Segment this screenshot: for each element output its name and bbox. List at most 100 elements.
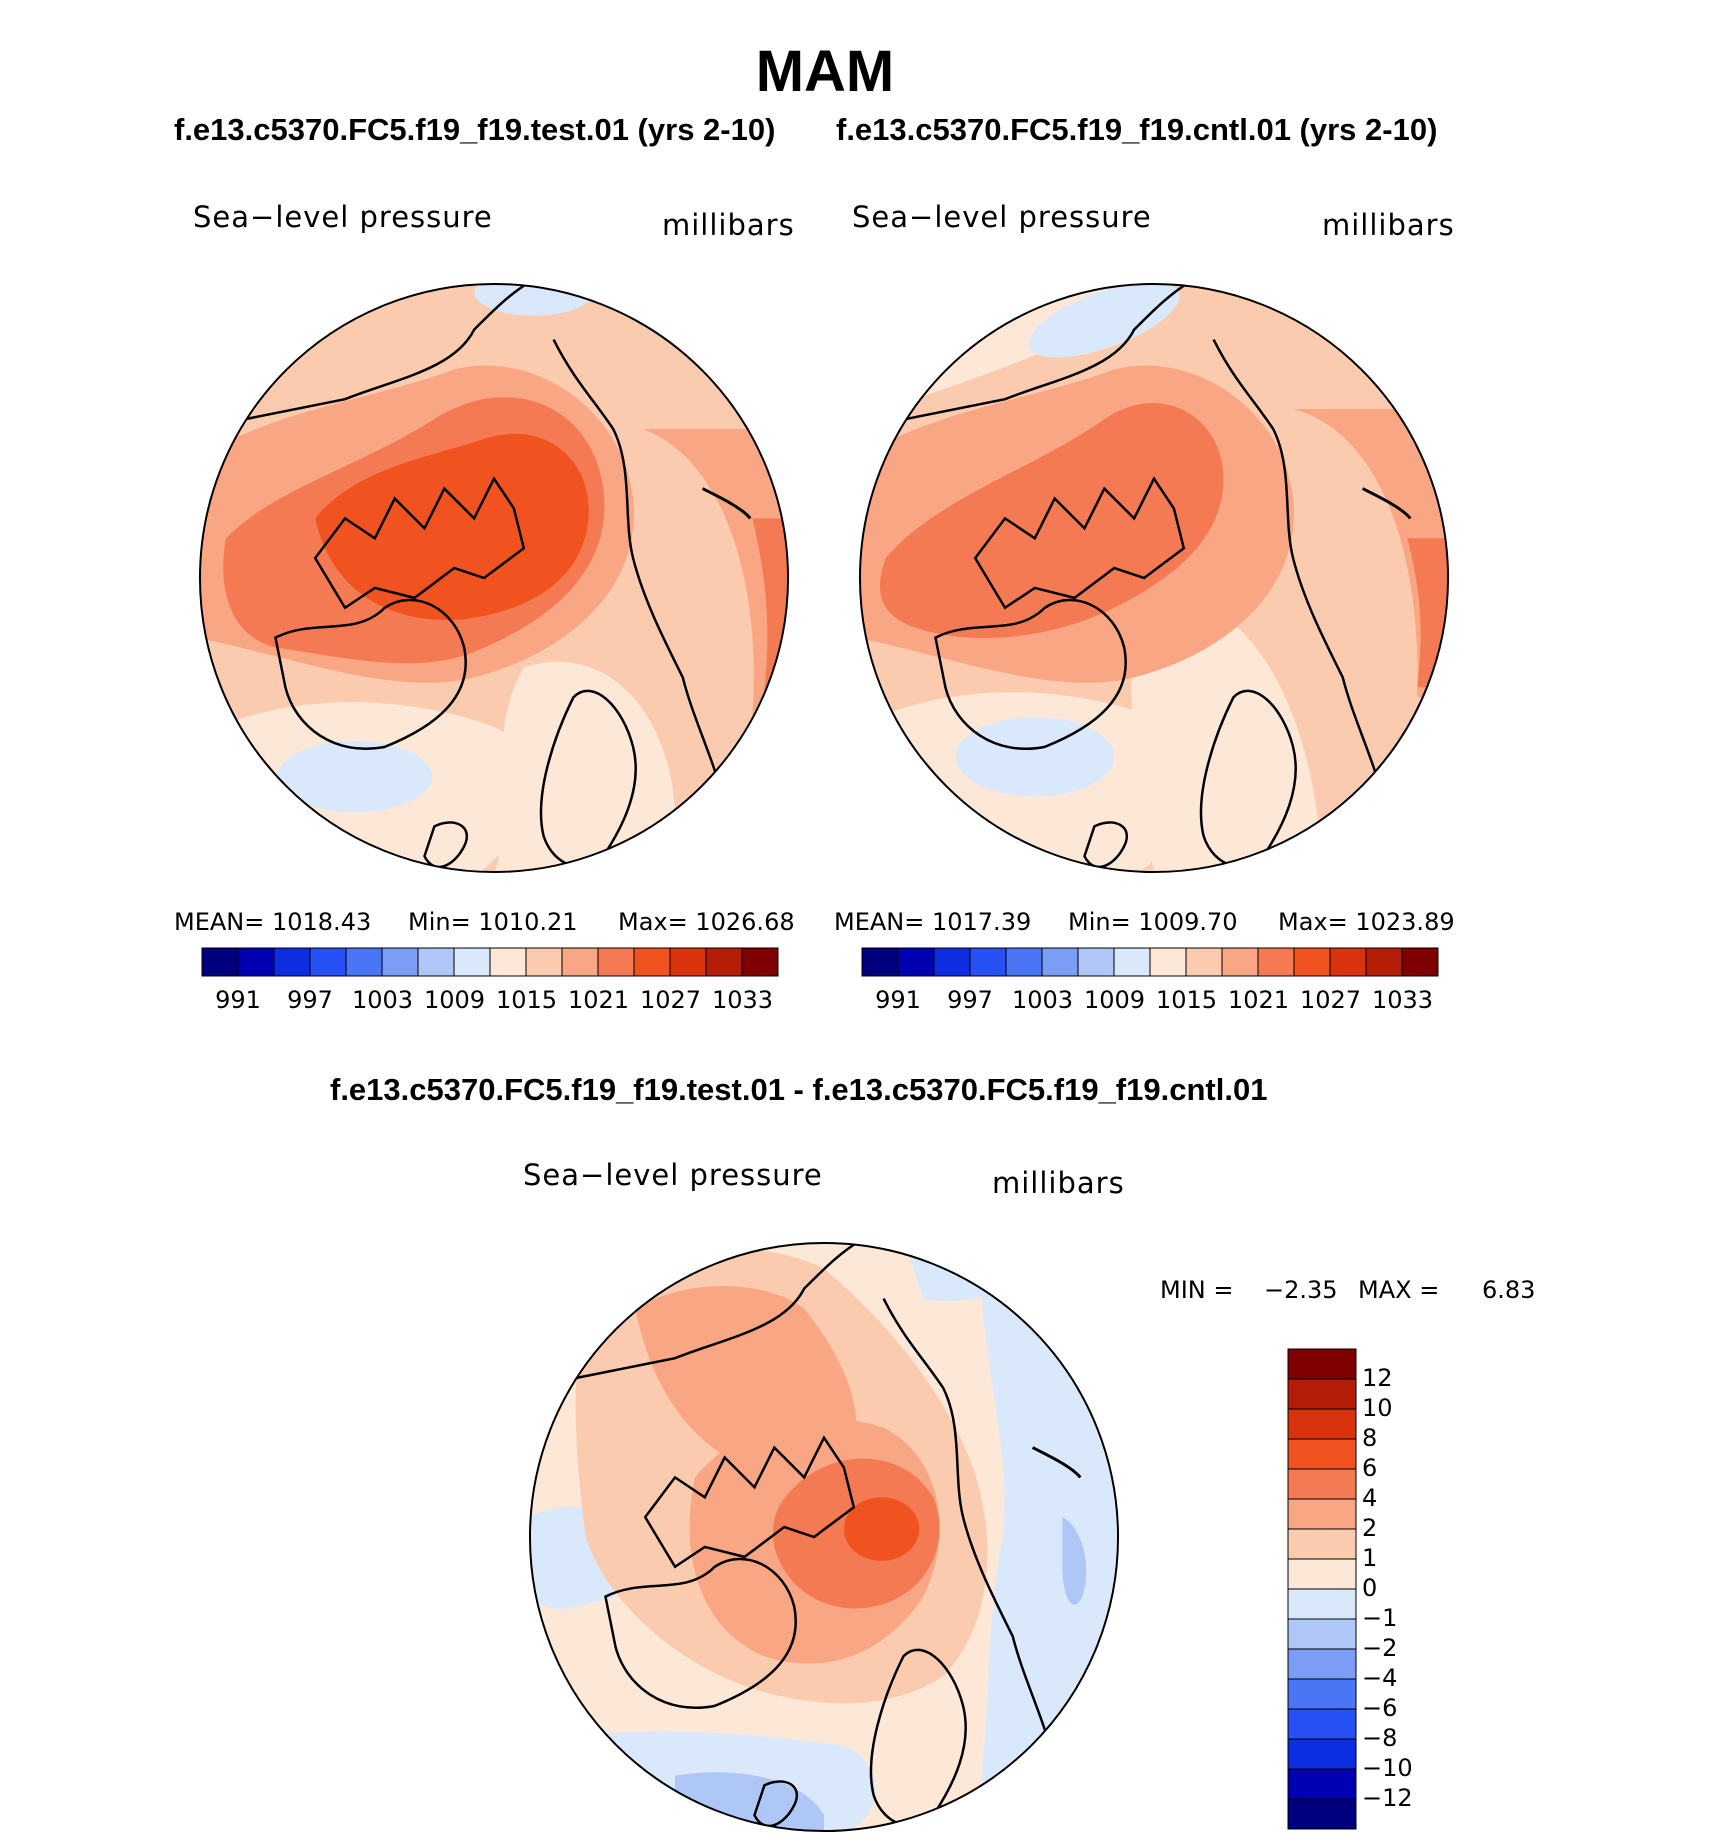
colorbar-tick-label: 991 — [215, 986, 261, 1014]
colorbar-swatch — [1287, 1738, 1357, 1770]
colorbar-tick-label: 1027 — [640, 986, 702, 1014]
colorbar-tick-label: 1033 — [712, 986, 774, 1014]
colorbar-tick-label: 10 — [1362, 1394, 1393, 1422]
colorbar-swatch — [561, 947, 599, 977]
test-polar-map — [198, 282, 790, 874]
colorbar-swatch — [201, 947, 239, 977]
colorbar-swatch — [933, 947, 971, 977]
colorbar-swatch — [417, 947, 455, 977]
cntl-colorbar — [861, 947, 1439, 977]
colorbar-swatch — [1329, 947, 1367, 977]
colorbar-swatch — [1287, 1768, 1357, 1800]
map-contour-band — [1022, 1258, 1071, 1319]
kamchatka-coastline — [1031, 1446, 1082, 1479]
colorbar-tick-label: −10 — [1362, 1754, 1413, 1782]
greenland-coastline — [604, 1557, 797, 1709]
cntl-polar-map — [858, 282, 1450, 874]
colorbar-tick-label: 1027 — [1300, 986, 1362, 1014]
map-boundary-circle — [198, 282, 790, 874]
colorbar-tick-label: −1 — [1362, 1604, 1398, 1632]
colorbar-tick-label: 2 — [1362, 1514, 1378, 1542]
cntl-min-stat: Min= 1009.70 — [1068, 908, 1238, 936]
map-contour-band — [843, 1497, 920, 1561]
siberia-coastline — [882, 1298, 1054, 1756]
colorbar-swatch — [1287, 1468, 1357, 1500]
cntl-run-title: f.e13.c5370.FC5.f19_f19.cntl.01 (yrs 2-1… — [836, 112, 1438, 147]
map-contour-band — [955, 717, 1115, 797]
colorbar-tick-label: 1015 — [496, 986, 558, 1014]
colorbar-swatch — [1287, 1378, 1357, 1410]
alaska-coastline — [859, 283, 1195, 431]
map-contour-band — [1029, 283, 1180, 358]
greenland-coastline — [274, 598, 467, 750]
colorbar-swatch — [1401, 947, 1439, 977]
colorbar-tick-label: 6 — [1362, 1454, 1378, 1482]
colorbar-swatch — [1287, 1348, 1357, 1380]
colorbar-swatch — [1287, 1618, 1357, 1650]
colorbar-swatch — [1077, 947, 1115, 977]
colorbar-tick-label: 991 — [875, 986, 921, 1014]
siberia-coastline — [1212, 339, 1384, 797]
colorbar-swatch — [273, 947, 311, 977]
colorbar-swatch — [345, 947, 383, 977]
greenland-coastline — [934, 598, 1127, 750]
cntl-variable-label: Sea−level pressure — [852, 200, 1152, 234]
colorbar-tick-label: −8 — [1362, 1724, 1398, 1752]
colorbar-swatch — [1287, 1438, 1357, 1470]
figure-title: MAM — [755, 39, 895, 104]
test-mean-stat: MEAN= 1018.43 — [174, 908, 372, 936]
alaska-coastline — [529, 1242, 865, 1390]
kamchatka-coastline — [1361, 487, 1412, 520]
diff-colorbar-ticks: 12 10 8 6 4 2 1 0 −1 −2 −4 −6 −8 −10 −12 — [1362, 1349, 1462, 1829]
map-contour-band — [277, 740, 433, 813]
colorbar-tick-label: −4 — [1362, 1664, 1398, 1692]
diff-max-value: 6.83 — [1482, 1276, 1536, 1304]
arctic-archipelago-coastline — [973, 476, 1186, 610]
diff-min-label: MIN = — [1160, 1276, 1234, 1304]
colorbar-swatch — [1287, 1798, 1357, 1830]
colorbar-tick-label: −6 — [1362, 1694, 1398, 1722]
arctic-archipelago-coastline — [643, 1435, 856, 1569]
colorbar-tick-label: 997 — [287, 986, 333, 1014]
test-max-stat: Max= 1026.68 — [618, 908, 795, 936]
map-contour-band — [315, 433, 589, 621]
arctic-archipelago-coastline — [313, 476, 526, 610]
diff-run-title: f.e13.c5370.FC5.f19_f19.test.01 - f.e13.… — [330, 1072, 1268, 1107]
colorbar-swatch — [1287, 1528, 1357, 1560]
test-colorbar-ticks: 991 997 1003 1009 1015 1021 1027 1033 — [202, 986, 778, 1016]
map-contour-band — [494, 661, 676, 873]
colorbar-tick-label: 1033 — [1372, 986, 1434, 1014]
colorbar-swatch — [597, 947, 635, 977]
colorbar-swatch — [1287, 1678, 1357, 1710]
colorbar-swatch — [705, 947, 743, 977]
alaska-coastline — [199, 283, 535, 431]
colorbar-swatch — [1287, 1708, 1357, 1740]
cntl-units-label: millibars — [1322, 208, 1455, 242]
colorbar-swatch — [969, 947, 1007, 977]
colorbar-swatch — [453, 947, 491, 977]
colorbar-swatch — [1113, 947, 1151, 977]
colorbar-swatch — [1365, 947, 1403, 977]
test-variable-label: Sea−level pressure — [193, 200, 493, 234]
colorbar-tick-label: 1009 — [1084, 986, 1146, 1014]
colorbar-swatch — [1287, 1558, 1357, 1590]
colorbar-swatch — [633, 947, 671, 977]
map-contour-band — [879, 403, 1224, 639]
colorbar-tick-label: 1009 — [424, 986, 486, 1014]
cntl-mean-stat: MEAN= 1017.39 — [834, 908, 1032, 936]
colorbar-tick-label: 1021 — [568, 986, 630, 1014]
map-boundary-circle — [528, 1241, 1120, 1833]
diff-polar-map — [528, 1241, 1120, 1833]
colorbar-swatch — [309, 947, 347, 977]
cntl-max-stat: Max= 1023.89 — [1278, 908, 1455, 936]
colorbar-swatch — [237, 947, 275, 977]
colorbar-swatch — [1257, 947, 1295, 977]
test-units-label: millibars — [662, 208, 795, 242]
colorbar-tick-label: 12 — [1362, 1364, 1393, 1392]
colorbar-swatch — [1293, 947, 1331, 977]
colorbar-tick-label: 1003 — [352, 986, 414, 1014]
colorbar-tick-label: 1003 — [1012, 986, 1074, 1014]
kamchatka-coastline — [701, 487, 752, 520]
siberia-coastline — [552, 339, 724, 797]
colorbar-tick-label: 997 — [947, 986, 993, 1014]
